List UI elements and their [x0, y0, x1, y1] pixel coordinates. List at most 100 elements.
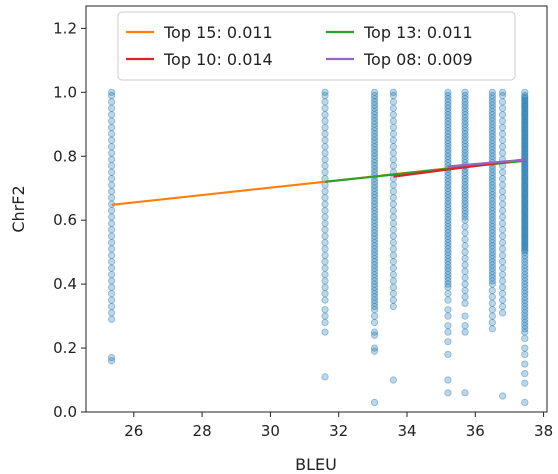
- scatter-point: [521, 242, 529, 250]
- scatter-point: [370, 127, 379, 135]
- scatter-point: [370, 95, 379, 103]
- scatter-point: [521, 170, 529, 178]
- scatter-point: [370, 203, 379, 211]
- scatter-point: [488, 117, 496, 125]
- scatter-point: [389, 213, 397, 221]
- scatter-point: [521, 194, 529, 202]
- scatter-point: [521, 315, 529, 323]
- scatter-point: [499, 111, 507, 119]
- scatter-point: [499, 213, 507, 221]
- scatter-point: [370, 398, 379, 407]
- scatter-point: [488, 127, 496, 135]
- scatter-point: [461, 91, 469, 100]
- scatter-point: [370, 286, 379, 295]
- scatter-point: [444, 127, 452, 135]
- scatter-point: [321, 270, 329, 279]
- scatter-point: [461, 293, 469, 301]
- scatter-point: [521, 143, 529, 151]
- scatter-point: [521, 230, 529, 239]
- scatter-point: [488, 98, 496, 106]
- scatter-point: [444, 258, 452, 266]
- scatter-point: [370, 178, 379, 186]
- scatter-point: [461, 149, 469, 157]
- scatter-point: [389, 251, 397, 259]
- scatter-point: [488, 101, 496, 109]
- scatter-point: [370, 104, 379, 112]
- scatter-point: [521, 176, 529, 184]
- scatter-point: [461, 181, 469, 189]
- legend-label: Top 08: 0.009: [363, 50, 473, 69]
- scatter-point: [444, 322, 452, 330]
- scatter-point: [488, 210, 496, 218]
- scatter-point: [499, 232, 507, 240]
- legend: Top 15: 0.011 Top 10: 0.014 Top 13: 0.011 T…: [117, 11, 516, 81]
- y-tick-label: 0.4: [53, 275, 77, 293]
- scatter-point: [444, 296, 452, 304]
- scatter-point: [370, 216, 379, 224]
- scatter-point: [499, 309, 507, 317]
- scatter-point: [499, 302, 507, 311]
- scatter-point: [488, 264, 496, 272]
- scatter-point: [461, 111, 469, 119]
- scatter-point: [370, 210, 379, 218]
- scatter-point: [499, 245, 507, 253]
- scatter-point: [444, 254, 452, 263]
- scatter-point: [370, 251, 379, 259]
- y-tick-label: 0.8: [53, 147, 77, 165]
- scatter-point: [444, 267, 452, 275]
- scatter-point: [444, 290, 452, 298]
- scatter-point: [321, 130, 329, 138]
- scatter-point: [521, 93, 529, 101]
- scatter-point: [461, 322, 469, 330]
- scatter-point: [499, 91, 507, 100]
- scatter-point: [461, 280, 469, 288]
- scatter-point: [499, 392, 507, 400]
- scatter-point: [370, 293, 379, 301]
- scatter-point: [108, 91, 116, 100]
- scatter-point: [488, 280, 496, 288]
- scatter-point: [461, 222, 469, 231]
- scatter-point: [370, 111, 379, 119]
- y-tick-label: 0.2: [53, 339, 77, 357]
- scatter-point: [389, 290, 397, 298]
- scatter-point: [521, 270, 529, 279]
- scatter-point: [521, 104, 529, 112]
- scatter-point: [108, 315, 116, 323]
- scatter-point: [521, 322, 529, 330]
- scatter-point: [488, 197, 496, 205]
- scatter-point: [461, 184, 469, 192]
- scatter-point: [488, 312, 496, 320]
- scatter-point: [499, 200, 507, 208]
- scatter-point: [108, 245, 116, 253]
- scatter-point: [108, 181, 116, 189]
- scatter-point: [521, 216, 529, 224]
- scatter-point: [488, 149, 496, 157]
- scatter-point: [521, 312, 529, 320]
- scatter-point: [499, 194, 507, 202]
- scatter-point: [108, 270, 116, 279]
- scatter-point: [370, 299, 379, 307]
- scatter-point: [370, 258, 379, 266]
- scatter-point: [488, 270, 496, 279]
- scatter-point: [389, 155, 397, 164]
- scatter-point: [521, 120, 529, 128]
- scatter-point: [499, 130, 507, 138]
- scatter-point: [444, 187, 452, 196]
- scatter-point: [461, 114, 469, 122]
- scatter-point: [461, 248, 469, 256]
- scatter-point: [321, 277, 329, 285]
- scatter-point: [521, 229, 529, 237]
- scatter-point: [444, 280, 452, 288]
- scatter-point: [521, 286, 529, 295]
- scatter-point: [389, 232, 397, 240]
- scatter-point: [108, 290, 116, 298]
- scatter-point: [461, 117, 469, 125]
- scatter-point: [444, 219, 452, 227]
- scatter-point: [370, 152, 379, 160]
- scatter-point: [389, 219, 397, 227]
- scatter-point: [488, 213, 496, 221]
- scatter-point: [108, 117, 116, 125]
- scatter-point: [461, 120, 469, 128]
- scatter-point: [521, 243, 529, 251]
- scatter-point: [521, 115, 529, 124]
